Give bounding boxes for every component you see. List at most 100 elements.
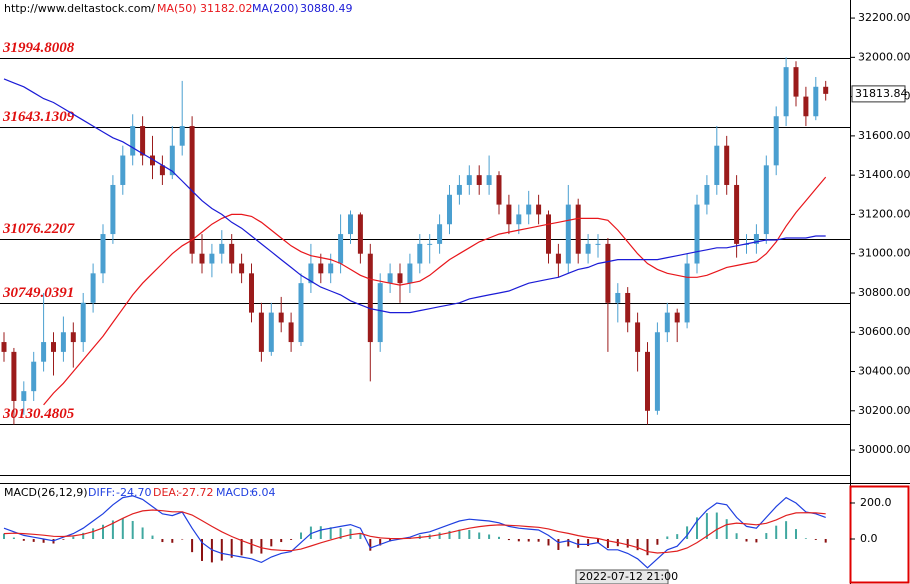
candle-body: [565, 204, 571, 264]
candle-body: [645, 351, 650, 411]
macd-line: [3, 495, 826, 569]
axis-highlight: [849, 485, 910, 584]
macd-bar: [696, 517, 698, 539]
macd-bar: [577, 538, 580, 548]
macd-bar: [121, 518, 124, 539]
candle-body: [150, 155, 155, 166]
macd-bar: [181, 538, 184, 540]
candle-body: [427, 243, 433, 245]
level-label: 31994.8008: [2, 40, 75, 56]
candle-body: [684, 263, 690, 323]
candle-body: [31, 361, 37, 392]
macd-bar: [230, 538, 233, 558]
macd-bar: [785, 521, 788, 539]
candle-body: [100, 234, 106, 274]
macd-bar: [507, 538, 510, 541]
level-label: 31643.1309: [2, 109, 75, 125]
macd-bar: [369, 538, 372, 551]
macd-bar: [32, 538, 35, 542]
candle-body: [60, 332, 66, 352]
candle-body: [595, 243, 601, 245]
macd-bar: [240, 538, 243, 556]
candle-body: [506, 204, 512, 225]
macd-bar: [300, 532, 302, 539]
candle-body: [585, 243, 591, 254]
candle-body: [605, 243, 611, 303]
candle-body: [753, 234, 759, 244]
macd-bar: [498, 536, 500, 539]
candle-body: [516, 214, 522, 225]
macd-line: [3, 509, 826, 554]
candle-body: [348, 214, 353, 235]
macd-bar: [755, 538, 758, 543]
macd-bar: [280, 538, 283, 543]
y-tick-label: 30200.00: [858, 404, 910, 417]
candle-body: [466, 175, 472, 185]
macd-bar: [22, 538, 25, 541]
macd-bar: [201, 538, 203, 561]
candle-body: [179, 126, 185, 146]
legend-value: 30880.49: [300, 2, 353, 15]
y-tick-label: 200.0: [860, 496, 892, 509]
candle-body: [447, 194, 452, 225]
legend-name: MACD:: [216, 486, 253, 499]
candle-body: [377, 283, 383, 343]
macd-bar: [745, 538, 748, 542]
candle-body: [803, 96, 809, 117]
legend-name: DEA:: [153, 486, 179, 499]
y-tick-label: 31600.00: [858, 129, 910, 142]
macd-bar: [775, 525, 778, 539]
macd-bar: [646, 538, 649, 556]
macd-bar: [102, 524, 104, 539]
candle-body: [70, 332, 76, 343]
macd-bar: [359, 533, 362, 539]
candle-body: [169, 145, 175, 176]
macd-bar: [597, 538, 599, 544]
macd-bar: [349, 528, 352, 539]
candle-body: [249, 273, 254, 313]
macd-bar: [290, 538, 293, 540]
macd-bar: [131, 520, 134, 539]
legend-value: 31182.02: [200, 2, 253, 15]
candle-body: [763, 165, 769, 235]
macd-bar: [82, 532, 85, 539]
y-tick-label: 0.0: [860, 532, 878, 545]
candle-body: [813, 86, 819, 117]
macd-bar: [824, 538, 827, 543]
candle-body: [21, 391, 27, 401]
y-tick-label: 30800.00: [858, 286, 910, 299]
macd-bar: [656, 538, 659, 545]
legend-value: -27.72: [178, 486, 213, 499]
legend-name: DIFF:: [88, 486, 115, 499]
candle-body: [674, 312, 680, 323]
macd-bar: [12, 537, 15, 539]
candle-body: [288, 322, 294, 343]
macd-bar: [141, 527, 144, 539]
macd-bar: [151, 535, 154, 539]
macd-bar: [795, 529, 797, 539]
macd-bar: [438, 532, 441, 539]
y-tick-label: 32000.00: [858, 50, 910, 63]
candle-body: [546, 214, 551, 254]
candle-body: [635, 322, 641, 352]
candle-body: [823, 86, 829, 94]
y-tick-label: 31200.00: [858, 207, 910, 220]
macd-bar: [537, 538, 540, 542]
candle-body: [219, 243, 225, 254]
candle-body: [387, 273, 393, 284]
candle-body: [328, 263, 334, 274]
macd-bar: [488, 534, 491, 539]
macd-bar: [547, 538, 550, 546]
candle-body: [120, 155, 126, 185]
cursor-label: 2022-07-12 21:00: [579, 570, 678, 583]
candle-body: [437, 224, 443, 244]
macd-bar: [636, 538, 639, 551]
cursor-box: [575, 569, 669, 584]
y-tick-label: 31000.00: [858, 247, 910, 260]
macd-bar: [42, 538, 45, 543]
macd-bar: [735, 533, 738, 539]
price-box: [851, 85, 906, 103]
macd-bar: [666, 536, 669, 539]
macd-bar: [606, 538, 609, 548]
